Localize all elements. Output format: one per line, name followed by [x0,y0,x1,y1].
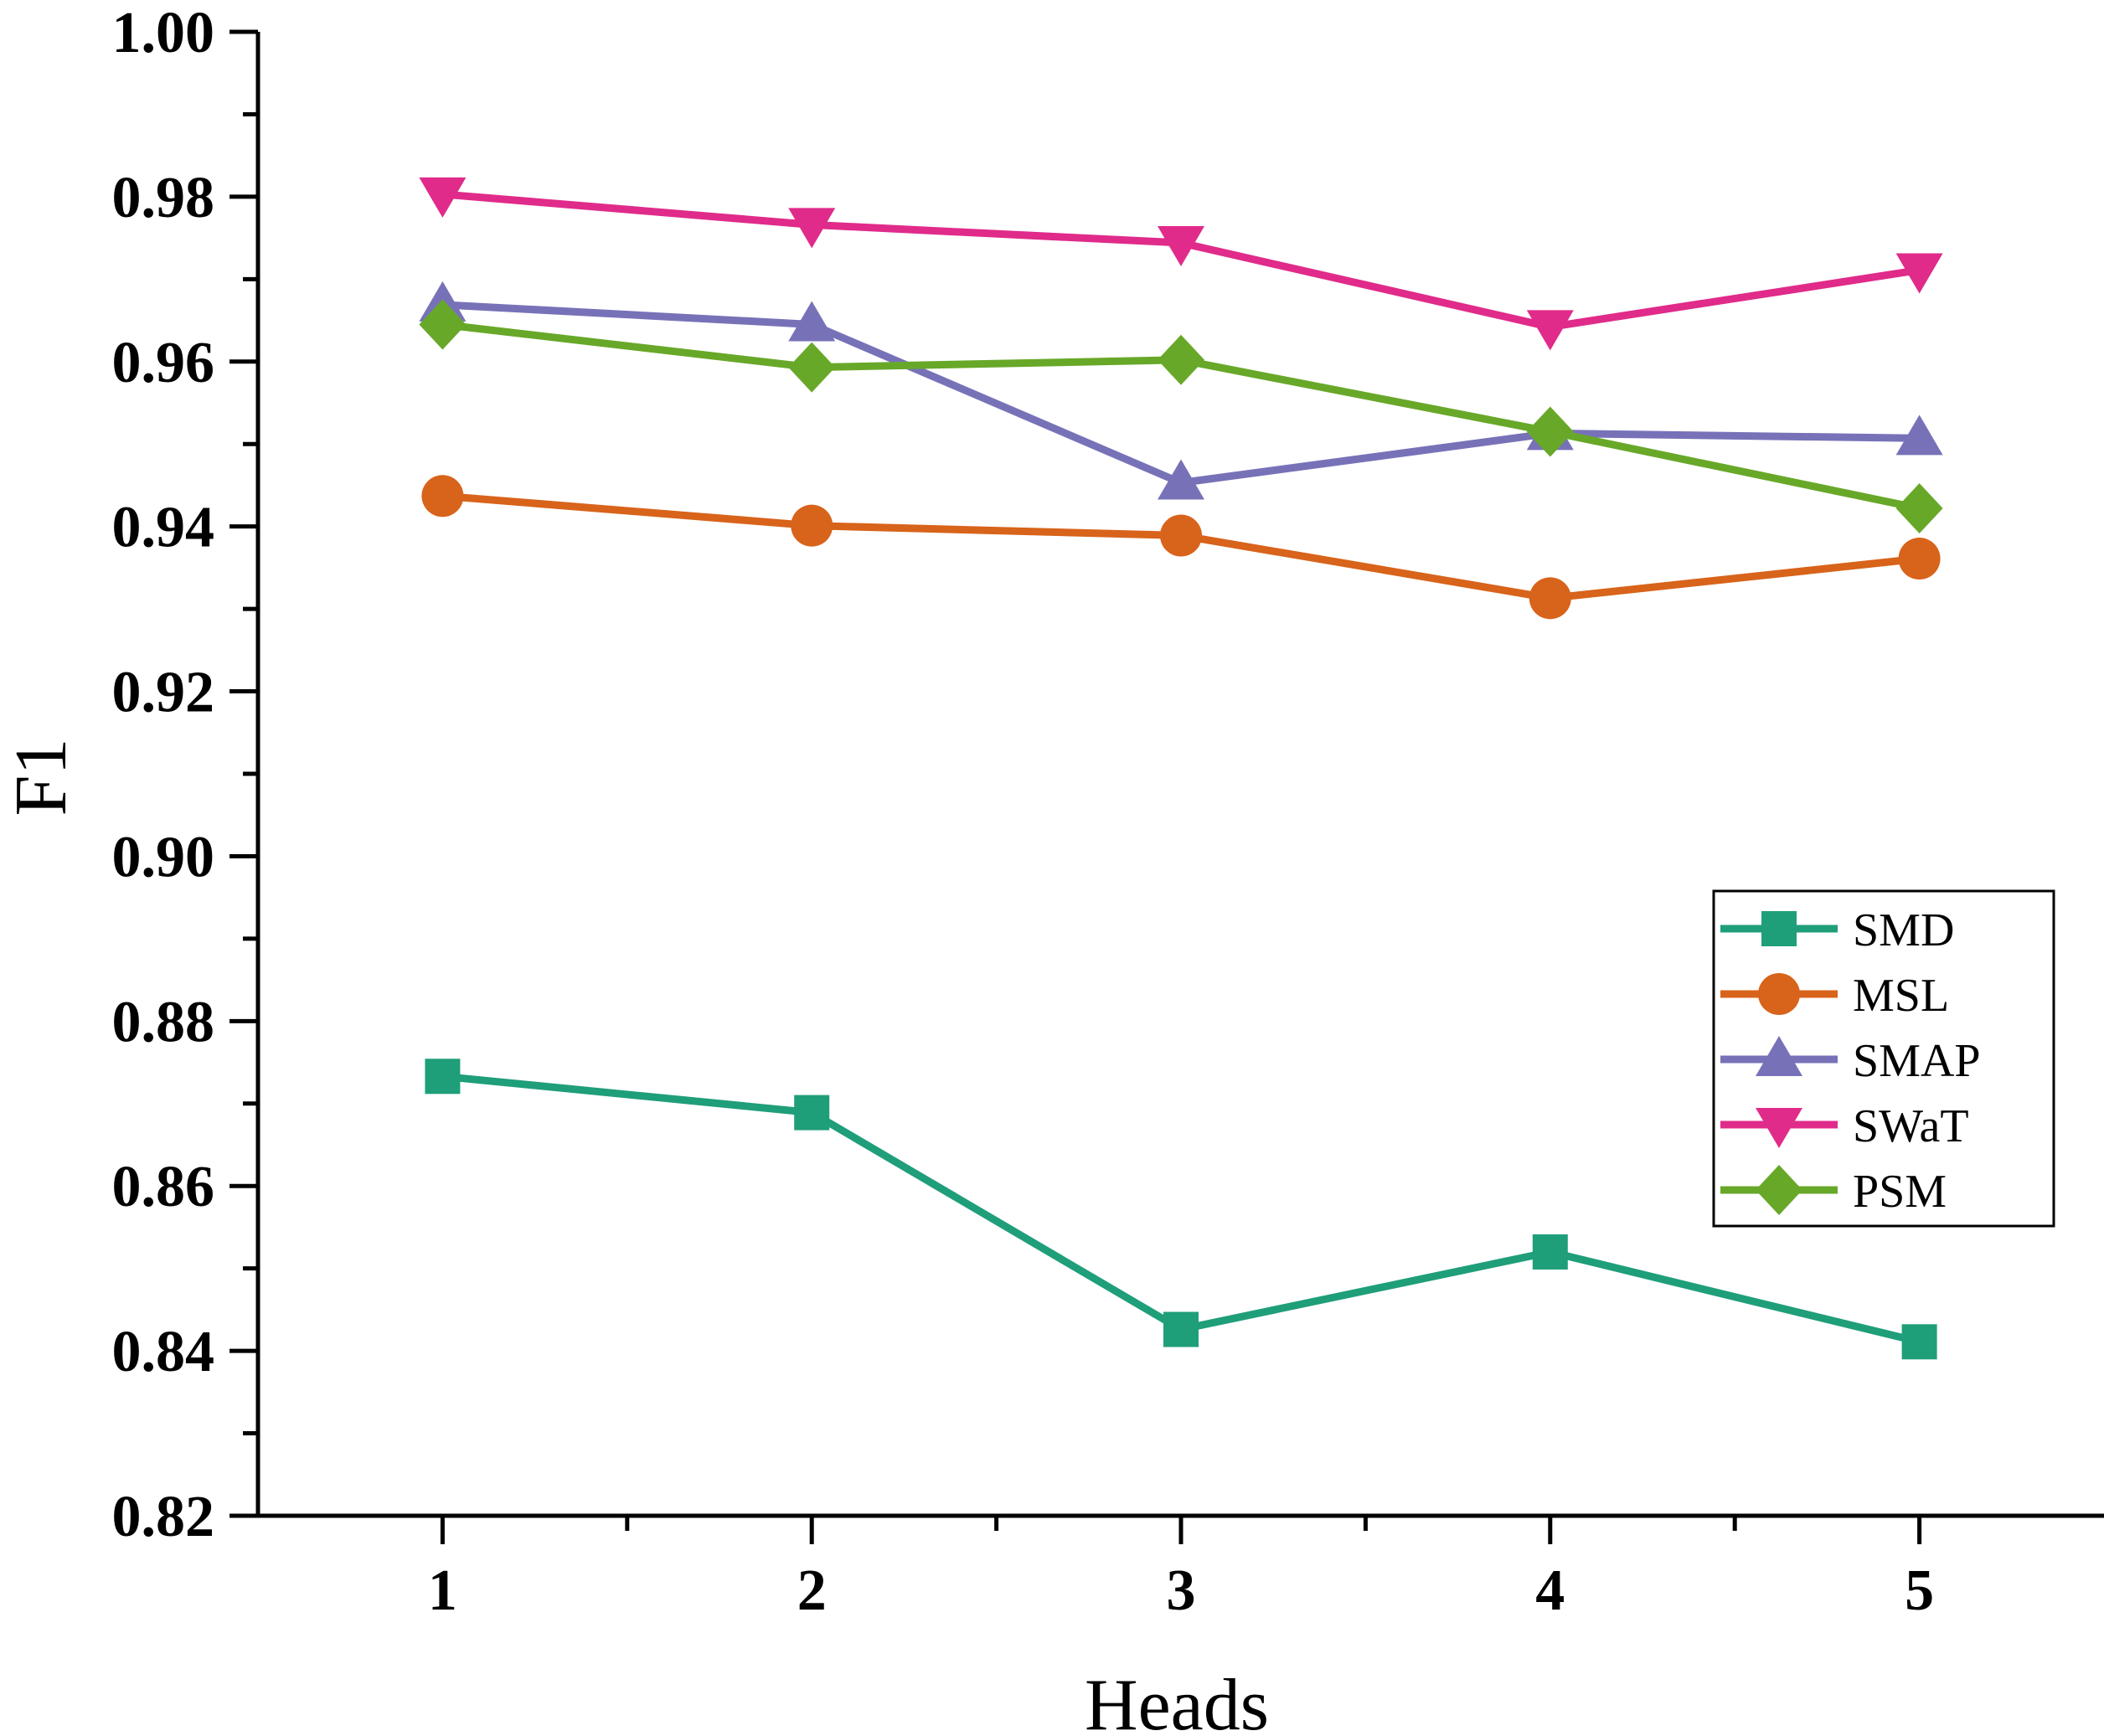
y-tick-label: 0.82 [112,1485,215,1549]
smd-point [425,1059,461,1095]
smd-line [441,1072,1921,1346]
msl-point [1160,514,1202,557]
x-tick-label: 1 [428,1558,457,1623]
smap-point [1895,415,1943,456]
series-smd [425,1059,1937,1360]
smd-point [794,1095,830,1131]
psm-point [788,342,836,393]
y-tick-label: 0.90 [112,825,215,889]
legend-swatch-marker [1756,1108,1802,1148]
legend-label: SMAP [1853,1035,1981,1087]
swat-point [1895,253,1943,294]
swat-point [1526,310,1574,351]
legend-swatch-marker [1761,911,1797,946]
smd-point [1532,1234,1568,1270]
legend-item-msl: MSL [1720,970,1949,1022]
smd-point [1163,1311,1199,1347]
series-group [419,177,1943,1360]
legend-label: PSM [1853,1166,1947,1218]
axes: 0.82 0.84 0.86 0.88 0.90 0.92 0.94 0.96 0.98 1.00… [112,1,2104,1623]
swat-point [788,208,836,249]
y-tick-label: 0.86 [112,1155,215,1219]
y-tick-label: 0.94 [112,496,215,560]
y-axis-title: F1 [1,739,82,816]
smap-point [788,301,836,342]
legend-item-swat: SWaT [1720,1100,1969,1152]
msl-point [1898,538,1941,580]
y-tick-label: 0.98 [112,166,215,230]
y-tick-label: 0.88 [112,990,215,1054]
psm-point [419,299,467,350]
swat-point [419,177,467,218]
x-axis-title: Heads [1085,1665,1269,1736]
y-tick-label: 0.92 [112,661,215,725]
y-tick-label: 0.84 [112,1320,215,1384]
legend-label: MSL [1853,970,1949,1022]
legend-swatch-marker [1756,1036,1802,1076]
legend-label: SWaT [1853,1100,1969,1152]
y-tick-label: 0.96 [112,331,215,395]
series-swat [419,177,1943,351]
psm-point [1526,406,1574,457]
x-tick-label: 4 [1535,1558,1565,1623]
smd-point [1901,1324,1937,1360]
y-tick-label: 1.00 [112,1,215,65]
x-tick-label: 2 [797,1558,827,1623]
swat-point [1158,226,1204,267]
x-tick-label: 3 [1167,1558,1196,1623]
smap-point [1158,459,1204,500]
series-psm [419,299,1943,534]
legend-item-psm: PSM [1720,1165,1947,1218]
legend-label: SMD [1853,904,1954,956]
msl-point [1529,577,1571,620]
msl-point [421,475,464,518]
legend-swatch-marker [1756,1165,1802,1215]
legend-item-smap: SMAP [1720,1035,1981,1087]
psm-point [1895,483,1943,534]
psm-point [1158,334,1204,385]
legend: SMD MSL SMAP SWaT PSM [1712,889,2055,1228]
legend-item-smd: SMD [1720,904,1954,956]
msl-point [791,504,833,547]
x-tick-label: 5 [1905,1558,1934,1623]
legend-swatch-marker [1758,973,1800,1015]
smap-line [442,301,1920,487]
series-msl [421,475,1941,620]
